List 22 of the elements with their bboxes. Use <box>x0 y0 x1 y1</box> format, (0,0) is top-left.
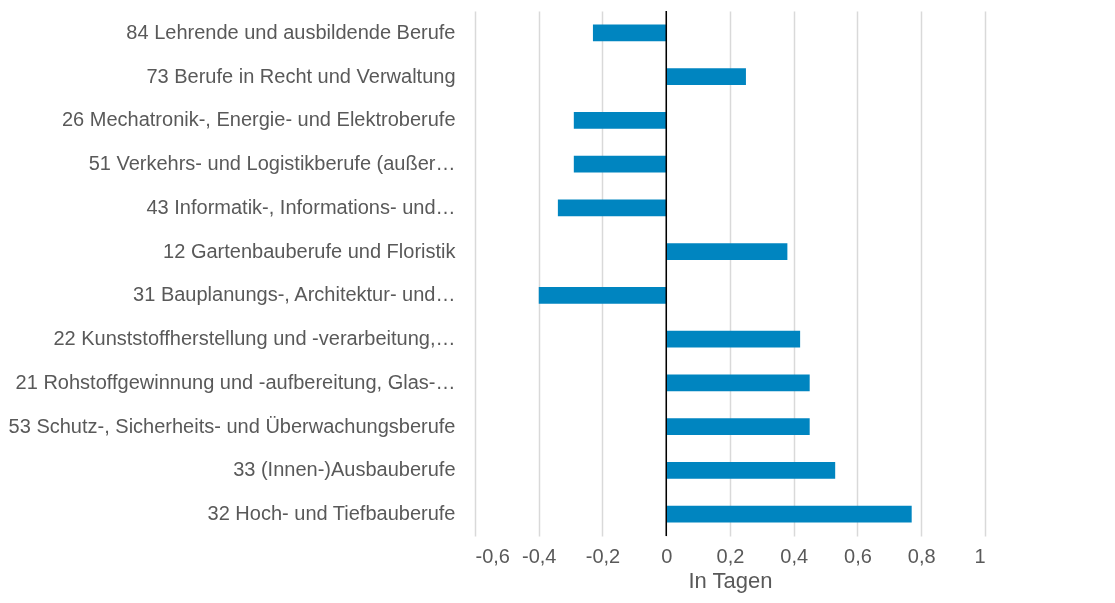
x-tick-label: -0,2 <box>585 544 621 567</box>
y-tick-label: 53 Schutz-, Sicherheits- und Überwachungsberufe <box>8 414 456 437</box>
y-tick-label: 31 Bauplanungs-, Architektur- und… <box>133 283 456 306</box>
x-tick-label: 0 <box>661 544 673 567</box>
x-tick-label: -0,6 <box>475 544 510 567</box>
y-tick-label: 21 Rohstoffgewinnung und -aufbereitung, Glas-… <box>15 370 456 393</box>
y-tick-label: 12 Gartenbauberufe und Floristik <box>163 239 457 262</box>
x-tick-label: 1 <box>974 544 986 567</box>
y-tick-label: 84 Lehrende und ausbildende Berufe <box>126 20 456 43</box>
x-tick-label: 0,4 <box>780 544 809 567</box>
y-tick-label: 26 Mechatronik-, Energie- und Elektroberufe <box>61 108 456 131</box>
x-tick-label: 0,8 <box>907 544 936 567</box>
y-tick-label: 33 (Innen-)Ausbauberufe <box>233 458 456 481</box>
x-tick-label: -0,4 <box>522 544 557 567</box>
y-tick-label: 32 Hoch- und Tiefbauberufe <box>207 502 456 525</box>
x-axis-title: In Tagen <box>688 567 773 593</box>
y-tick-label: 51 Verkehrs- und Logistikberufe (außer… <box>88 152 456 175</box>
y-tick-label: 73 Berufe in Recht und Verwaltung <box>146 64 456 87</box>
x-tick-label: 0,2 <box>716 544 745 567</box>
y-tick-label: 22 Kunststoffherstellung und -verarbeitung,… <box>53 327 456 350</box>
y-tick-label: 43 Informatik-, Informations- und… <box>146 195 456 218</box>
x-tick-label: 0,6 <box>844 544 872 567</box>
